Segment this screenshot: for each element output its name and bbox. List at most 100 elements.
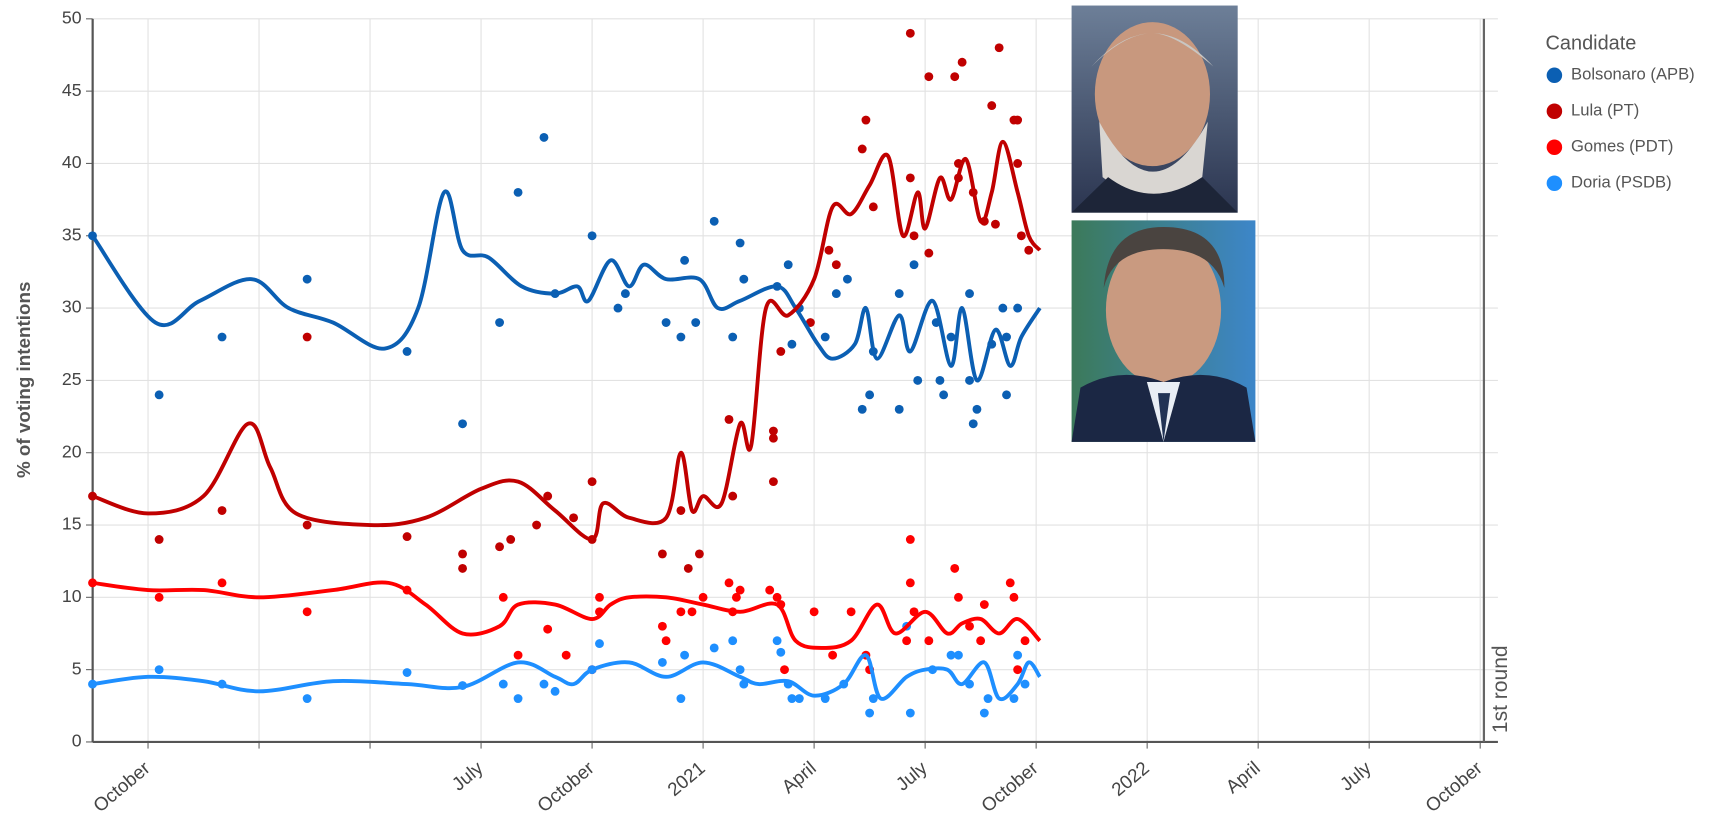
poll-point (776, 347, 785, 356)
poll-point (676, 694, 685, 703)
poll-point (821, 333, 830, 342)
y-tick-label: 15 (62, 514, 82, 534)
poll-point (795, 694, 804, 703)
poll-point (847, 607, 856, 616)
poll-point (506, 535, 515, 544)
poll-point (458, 419, 467, 428)
poll-point (832, 289, 841, 298)
poll-point (739, 275, 748, 284)
poll-point (843, 275, 852, 284)
poll-point (769, 477, 778, 486)
poll-point (776, 648, 785, 657)
y-axis-label: % of voting intentions (13, 282, 34, 478)
y-tick-label: 25 (62, 369, 82, 389)
x-tick-label: April (778, 757, 820, 797)
poll-point (1010, 694, 1019, 703)
x-tick-label: October (1421, 757, 1486, 816)
poll-point (995, 43, 1004, 52)
poll-point (1013, 159, 1022, 168)
poll-point (865, 709, 874, 718)
event-label: 1st round (1489, 645, 1512, 733)
poll-point (218, 333, 227, 342)
poll-point (499, 680, 508, 689)
x-tick-label: July (1336, 757, 1376, 795)
poll-point (947, 333, 956, 342)
poll-point (736, 586, 745, 595)
poll-point (950, 72, 959, 81)
chart: % of voting intentions Candidate 0510152… (0, 0, 1729, 825)
poll-point (303, 521, 312, 530)
legend-marker (1547, 68, 1563, 84)
poll-point (1013, 116, 1022, 125)
poll-point (787, 340, 796, 349)
poll-point (725, 415, 734, 424)
poll-point (676, 333, 685, 342)
poll-point (695, 550, 704, 559)
poll-point (710, 217, 719, 226)
legend-marker (1547, 104, 1563, 120)
x-tick-label: October (977, 757, 1042, 816)
poll-point (991, 220, 1000, 229)
poll-point (543, 625, 552, 634)
poll-point (688, 607, 697, 616)
poll-point (662, 318, 671, 327)
poll-point (676, 506, 685, 515)
poll-point (155, 665, 164, 674)
poll-point (684, 564, 693, 573)
poll-point (769, 434, 778, 443)
x-tick-label: July (892, 757, 932, 795)
poll-point (1021, 680, 1030, 689)
x-tick-label: July (448, 757, 488, 795)
y-tick-label: 50 (62, 7, 82, 27)
poll-point (824, 246, 833, 255)
poll-point (784, 260, 793, 269)
y-tick-label: 35 (62, 224, 82, 244)
poll-point (728, 333, 737, 342)
poll-point (906, 709, 915, 718)
poll-point (540, 133, 549, 142)
y-tick-label: 0 (72, 731, 82, 751)
poll-point (924, 249, 933, 258)
poll-point (965, 289, 974, 298)
y-tick-label: 45 (62, 80, 82, 100)
poll-point (810, 607, 819, 616)
poll-point (895, 289, 904, 298)
poll-point (861, 116, 870, 125)
poll-point (532, 521, 541, 530)
poll-point (676, 607, 685, 616)
poll-point (780, 665, 789, 674)
poll-point (303, 333, 312, 342)
y-tick-label: 10 (62, 586, 82, 606)
poll-point (958, 58, 967, 67)
poll-point (906, 29, 915, 38)
poll-point (1002, 390, 1011, 399)
poll-point (458, 564, 467, 573)
poll-point (913, 376, 922, 385)
poll-point (569, 513, 578, 522)
poll-point (828, 651, 837, 660)
poll-point (458, 550, 467, 559)
poll-point (403, 532, 412, 541)
trend-line (93, 142, 1040, 540)
trend-line (93, 655, 1040, 699)
poll-point (865, 390, 874, 399)
poll-point (869, 202, 878, 211)
legend-label: Gomes (PDT) (1571, 137, 1673, 156)
poll-point (998, 304, 1007, 313)
poll-point (906, 535, 915, 544)
poll-point (1013, 651, 1022, 660)
poll-point (658, 550, 667, 559)
poll-point (906, 173, 915, 182)
poll-point (976, 636, 985, 645)
poll-point (965, 376, 974, 385)
poll-point (514, 694, 523, 703)
poll-point (728, 636, 737, 645)
poll-point (858, 145, 867, 154)
y-tick-label: 5 (72, 658, 82, 678)
poll-point (736, 239, 745, 248)
poll-point (725, 578, 734, 587)
poll-point (1013, 304, 1022, 313)
legend-label: Lula (PT) (1571, 101, 1639, 120)
poll-point (728, 492, 737, 501)
poll-point (691, 318, 700, 327)
